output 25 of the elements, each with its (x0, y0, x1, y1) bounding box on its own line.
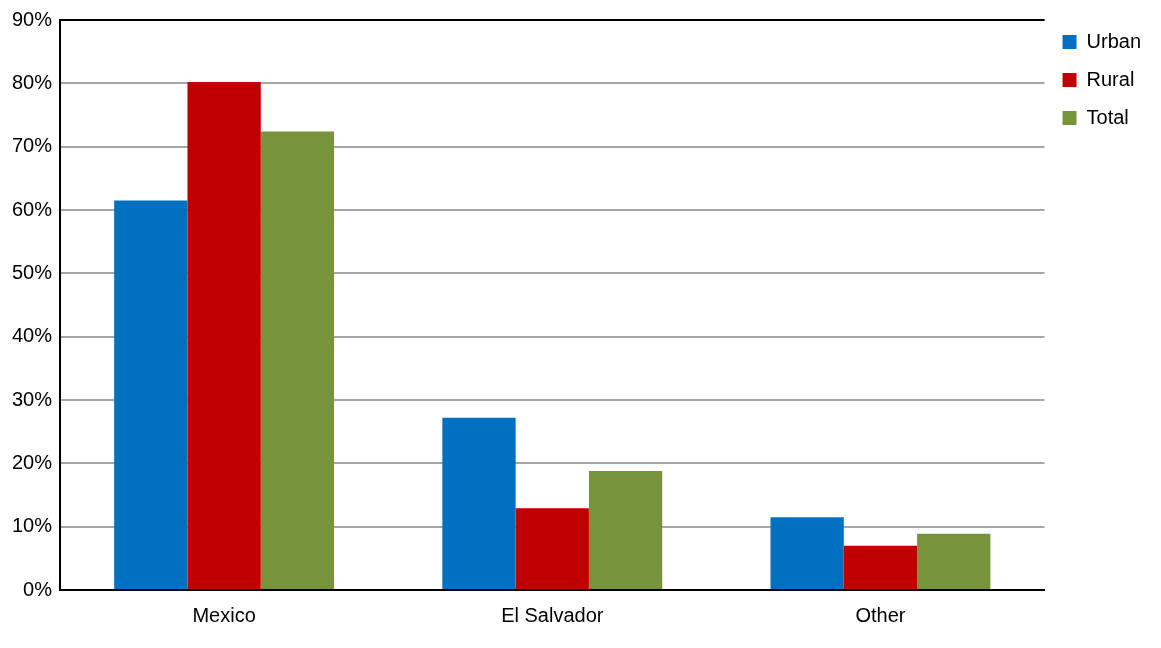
y-tick-label: 50% (12, 260, 53, 283)
legend-label: Urban (1086, 29, 1142, 52)
y-tick-label: 70% (12, 134, 53, 157)
y-tick-label: 0% (23, 577, 53, 600)
legend-label: Rural (1086, 67, 1135, 90)
x-tick-label: El Salvador (501, 603, 604, 626)
y-tick-label: 10% (12, 514, 53, 537)
bar (917, 533, 991, 589)
y-tick-label: 40% (12, 324, 53, 347)
y-tick-label: 60% (12, 197, 53, 220)
y-tick-label: 80% (12, 70, 53, 93)
bar (843, 545, 918, 589)
bar (114, 200, 188, 589)
x-tick-label: Other (855, 603, 906, 626)
bar (187, 82, 261, 589)
y-tick-label: 20% (12, 450, 53, 473)
bar (260, 131, 335, 589)
bar (588, 470, 663, 589)
bar (770, 517, 844, 589)
legend-label: Total (1086, 105, 1129, 128)
y-tick-label: 90% (12, 7, 53, 30)
bar (442, 417, 516, 589)
y-tick-label: 30% (12, 387, 53, 410)
x-tick-label: Mexico (192, 603, 256, 626)
bar (515, 508, 589, 589)
